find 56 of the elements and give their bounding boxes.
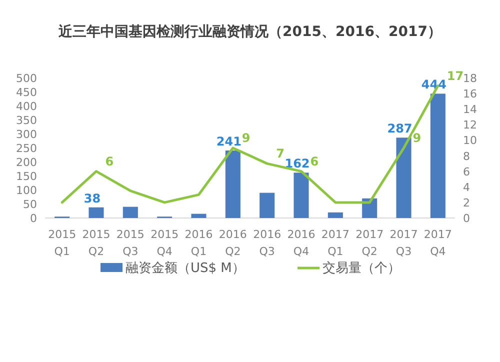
y-tick-label: 350 bbox=[16, 114, 37, 127]
chart-title: 近三年中国基因检测行业融资情况（2015、2016、2017） bbox=[58, 23, 442, 40]
data-label: 287 bbox=[387, 122, 412, 136]
y2-tick-label: 14 bbox=[463, 103, 477, 116]
data-label: 38 bbox=[84, 191, 101, 206]
y2-tick-label: 16 bbox=[463, 88, 477, 101]
x-tick-label: 2016 Q1 bbox=[184, 228, 213, 258]
y-tick-label: 200 bbox=[16, 156, 37, 169]
x-tick-label: 2015 Q4 bbox=[150, 228, 179, 258]
legend-label: 融资金额（US$ M） bbox=[126, 261, 245, 276]
y2-tick-label: 0 bbox=[463, 212, 470, 225]
x-tick-label: 2017 Q4 bbox=[424, 228, 452, 258]
data-label: 162 bbox=[284, 156, 310, 171]
y2-tick-label: 10 bbox=[463, 134, 477, 148]
y2-tick-label: 8 bbox=[463, 150, 470, 163]
data-label: 9 bbox=[242, 131, 250, 145]
y-tick-label: 400 bbox=[16, 100, 37, 113]
x-tick-label: 2016 Q2 bbox=[218, 228, 247, 258]
x-tick-label: 2016 Q3 bbox=[253, 228, 282, 258]
y-tick-label: 250 bbox=[16, 142, 37, 155]
y-tick-label: 150 bbox=[16, 170, 37, 183]
data-label: 6 bbox=[105, 154, 114, 168]
data-label: 6 bbox=[310, 154, 319, 168]
bar bbox=[396, 138, 412, 218]
data-label: 17 bbox=[446, 68, 464, 83]
x-tick-label: 2015 Q1 bbox=[48, 228, 76, 258]
bar bbox=[260, 192, 275, 218]
y2-tick-label: 2 bbox=[463, 196, 470, 210]
bar bbox=[430, 94, 446, 218]
y-tick-label: 100 bbox=[16, 184, 37, 197]
y2-tick-label: 18 bbox=[463, 72, 477, 85]
x-tick-label: 2017 Q1 bbox=[321, 228, 350, 258]
y2-tick-label: 4 bbox=[463, 180, 470, 194]
y2-tick-label: 12 bbox=[463, 118, 477, 132]
data-label: 7 bbox=[276, 146, 284, 161]
y-tick-label: 300 bbox=[16, 128, 37, 141]
x-tick-label: 2015 Q3 bbox=[116, 228, 144, 258]
data-label: 444 bbox=[421, 78, 446, 92]
data-label: 241 bbox=[216, 134, 242, 149]
bar bbox=[122, 206, 138, 218]
y2-tick-label: 6 bbox=[463, 165, 470, 178]
x-tick-label: 2015 Q2 bbox=[82, 228, 110, 258]
y-tick-label: 450 bbox=[16, 86, 37, 99]
bar bbox=[225, 150, 240, 218]
y-tick-label: 50 bbox=[23, 198, 37, 211]
bar bbox=[294, 172, 309, 218]
bar bbox=[88, 207, 104, 218]
data-label: 9 bbox=[412, 131, 422, 145]
y-tick-label: 0 bbox=[30, 212, 37, 225]
x-tick-label: 2017 Q3 bbox=[390, 228, 418, 258]
x-tick-label: 2016 Q4 bbox=[287, 228, 316, 258]
bar bbox=[191, 214, 206, 218]
legend-label: 交易量（个） bbox=[322, 260, 400, 276]
x-tick-label: 2017 Q2 bbox=[356, 228, 384, 258]
bar bbox=[328, 212, 343, 218]
y-tick-label: 500 bbox=[16, 72, 37, 85]
